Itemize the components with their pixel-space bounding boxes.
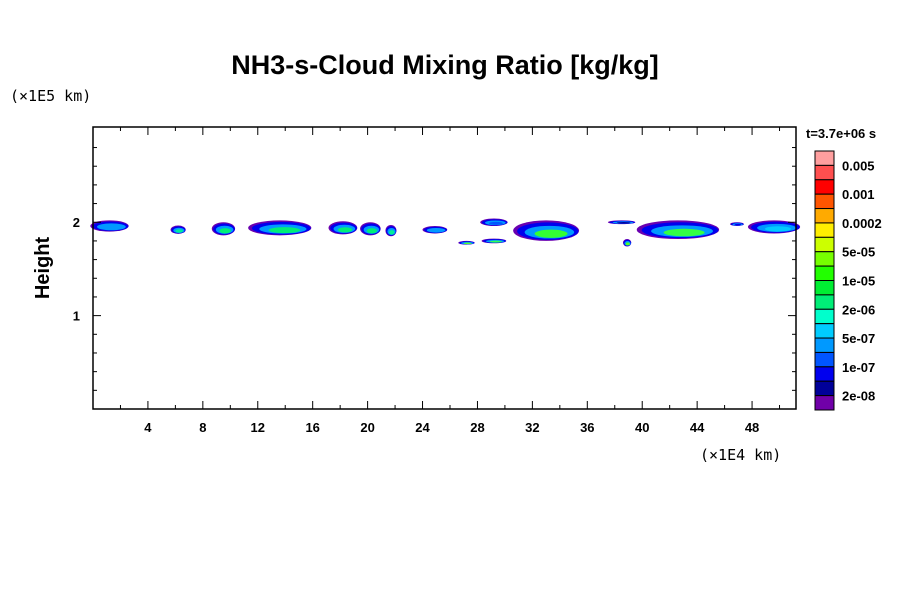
- colorbar-label: 2e-08: [842, 389, 875, 404]
- x-tick-label: 8: [199, 420, 206, 435]
- cloud-feature-core: [337, 227, 353, 233]
- y-axis-label: Height: [32, 237, 54, 300]
- colorbar-swatch: [814, 150, 835, 166]
- y-tick-label: 1: [73, 309, 80, 324]
- x-tick-label: 16: [305, 420, 319, 435]
- cloud-feature-core: [625, 242, 630, 246]
- colorbar-label: 5e-05: [842, 245, 875, 260]
- cloud-feature-core: [175, 229, 184, 233]
- colorbar-label: 0.005: [842, 158, 875, 173]
- x-tick-label: 40: [635, 420, 649, 435]
- colorbar-swatch: [814, 193, 835, 210]
- colorbar-swatch: [814, 351, 835, 368]
- colorbar-label: 1e-05: [842, 274, 875, 289]
- time-label: t=3.7e+06 s: [806, 126, 876, 141]
- cloud-feature-core: [268, 227, 301, 234]
- colorbar-swatch: [814, 179, 835, 195]
- colorbar-swatch: [814, 395, 835, 411]
- cloud-feature-core: [616, 222, 631, 224]
- cloud-feature-core: [489, 221, 503, 225]
- colorbar-swatch: [814, 164, 835, 181]
- colorbar-swatch: [814, 308, 835, 325]
- cloud-feature-core: [430, 229, 443, 233]
- colorbar-label: 0.001: [842, 187, 875, 202]
- cloud-feature-core: [663, 228, 705, 237]
- chart-title: NH3-s-Cloud Mixing Ratio [kg/kg]: [231, 50, 659, 80]
- x-unit-label: (×1E4 km): [700, 446, 781, 464]
- x-tick-label: 44: [690, 420, 705, 435]
- x-tick-label: 24: [415, 420, 430, 435]
- y-tick-label: 2: [73, 215, 80, 230]
- colorbar-swatch: [814, 294, 835, 310]
- cloud-feature-core: [734, 223, 742, 226]
- colorbar: 0.005 0.001 0.0002 5e-05 1e-05 2e-06 5e-07 1e-0…: [814, 150, 882, 411]
- colorbar-swatch: [814, 380, 835, 397]
- colorbar-swatch: [814, 323, 835, 339]
- y-unit-label: (×1E5 km): [10, 87, 91, 105]
- colorbar-label: 5e-07: [842, 331, 875, 346]
- colorbar-swatch: [814, 222, 835, 238]
- colorbar-swatch: [814, 265, 835, 282]
- colorbar-label: 2e-06: [842, 302, 875, 317]
- cloud-feature-core: [102, 225, 122, 230]
- x-tick-label: 4: [144, 420, 152, 435]
- x-tick-label: 48: [745, 420, 759, 435]
- cloud-feature-core: [219, 228, 232, 234]
- x-tick-label: 12: [251, 420, 265, 435]
- colorbar-swatch: [814, 236, 835, 253]
- colorbar-swatch: [814, 366, 835, 382]
- x-tick-label: 36: [580, 420, 594, 435]
- colorbar-swatch: [814, 208, 835, 224]
- cloud-feature-core: [366, 228, 378, 234]
- cloud-feature-core: [764, 226, 791, 232]
- colorbar-swatch: [814, 337, 835, 353]
- x-tick-label: 28: [470, 420, 484, 435]
- x-tick-label: 20: [360, 420, 374, 435]
- colorbar-label: 1e-07: [842, 360, 875, 375]
- cloud-feature-core: [463, 242, 472, 245]
- colorbar-swatch: [814, 280, 835, 296]
- colorbar-label: 0.0002: [842, 216, 882, 231]
- colorbar-swatch: [814, 251, 835, 267]
- cloud-field: [90, 218, 801, 247]
- x-tick-label: 32: [525, 420, 539, 435]
- cloud-feature-core: [389, 230, 395, 235]
- cloud-feature-core: [534, 229, 568, 238]
- cloud-feature-core: [489, 240, 502, 243]
- plot-frame: [92, 126, 797, 410]
